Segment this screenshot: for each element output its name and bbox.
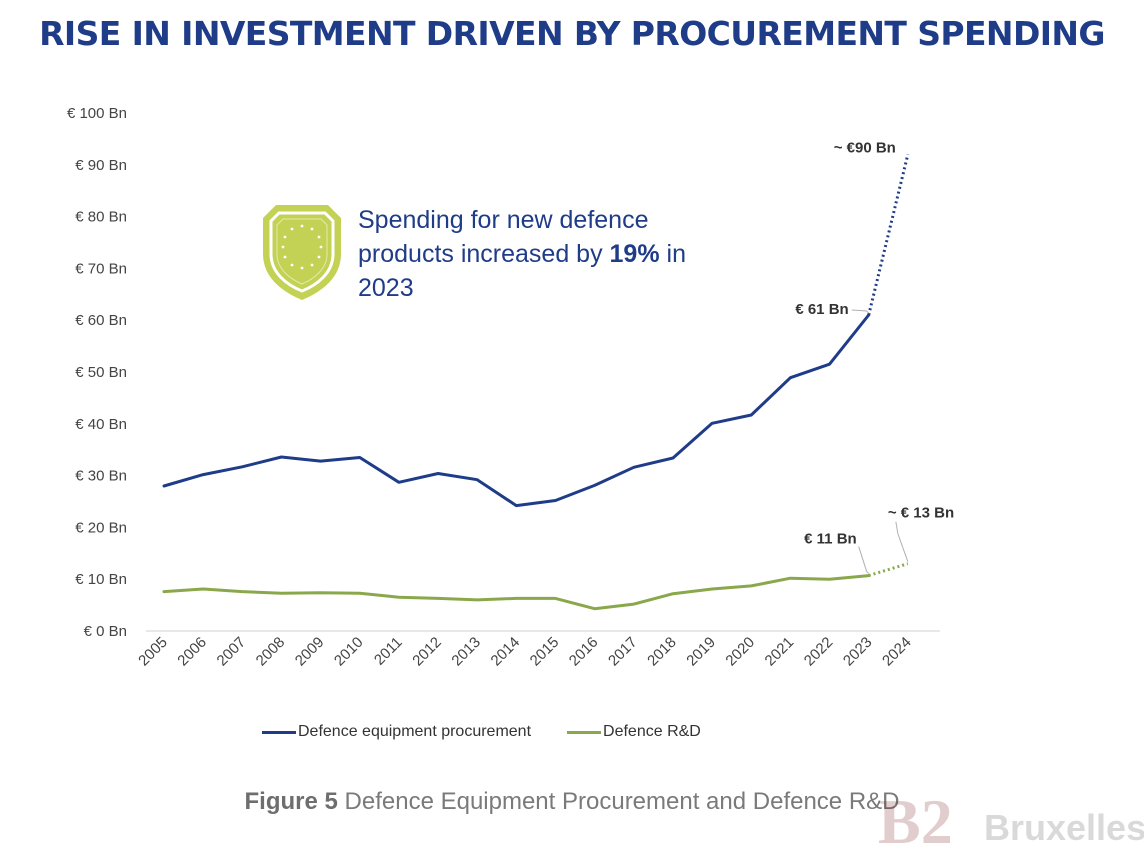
y-tick-label: € 30 Bn [75,468,127,485]
x-tick-label: 2017 [605,634,641,670]
y-tick-label: € 40 Bn [75,416,127,433]
x-tick-label: 2012 [409,634,445,670]
y-tick-label: € 100 Bn [67,105,127,122]
x-tick-label: 2008 [253,634,289,670]
data-labels-layer: ~ €90 Bn € 61 Bn € 11 Bn ~ € 13 Bn [795,139,954,573]
x-tick-label: 2006 [174,634,210,670]
x-tick-label: 2018 [644,634,680,670]
x-tick-label: 2021 [762,634,798,670]
y-tick-label: € 20 Bn [75,519,127,536]
x-tick-label: 2011 [371,634,406,669]
x-tick-label: 2013 [448,634,484,670]
y-tick-label: € 10 Bn [75,571,127,588]
legend-swatch-rnd [567,731,601,734]
legend: Defence equipment procurement Defence R&… [262,723,737,741]
series-line-0 [164,315,869,506]
data-label: € 61 Bn [795,301,848,318]
callout-highlight: 19% [610,240,660,268]
x-tick-label: 2019 [683,634,719,670]
projection-line-1 [869,564,908,576]
legend-item-rnd: Defence R&D [567,723,701,741]
y-tick-label: € 90 Bn [75,157,127,174]
data-label: € 11 Bn [804,531,857,548]
x-tick-label: 2009 [292,634,328,670]
y-axis: € 0 Bn € 10 Bn € 20 Bn € 30 Bn € 40 Bn € 50 B… [67,105,127,640]
legend-label-rnd: Defence R&D [603,723,701,741]
x-tick-label: 2010 [331,634,367,670]
x-tick-label: 2024 [879,634,915,670]
x-tick-label: 2023 [840,634,876,670]
data-label-leader [852,310,869,313]
data-label-leader [896,522,908,562]
legend-swatch-procurement [262,731,296,734]
x-tick-label: 2005 [135,634,171,670]
data-label-leader [859,547,869,574]
callout-text: Spending for new defence products increa… [358,203,738,305]
legend-item-procurement: Defence equipment procurement [262,723,531,741]
y-tick-label: € 60 Bn [75,312,127,329]
shield-icon [260,202,344,302]
x-tick-label: 2022 [801,634,837,670]
legend-label-procurement: Defence equipment procurement [298,723,531,741]
y-tick-label: € 50 Bn [75,364,127,381]
x-tick-label: 2020 [722,634,758,670]
figure-number: Figure 5 [245,788,338,815]
x-tick-label: 2015 [527,634,563,670]
x-tick-label: 2016 [566,634,602,670]
projection-line-0 [869,154,908,315]
data-label: ~ € 13 Bn [888,505,954,522]
series-line-1 [164,576,869,609]
data-label: ~ €90 Bn [834,139,896,156]
y-tick-label: € 0 Bn [84,623,127,640]
x-tick-label: 2014 [488,634,524,670]
y-tick-label: € 80 Bn [75,209,127,226]
y-tick-label: € 70 Bn [75,260,127,277]
figure-caption: Figure 5 Defence Equipment Procurement a… [0,788,1144,816]
x-tick-label: 2007 [214,634,250,670]
